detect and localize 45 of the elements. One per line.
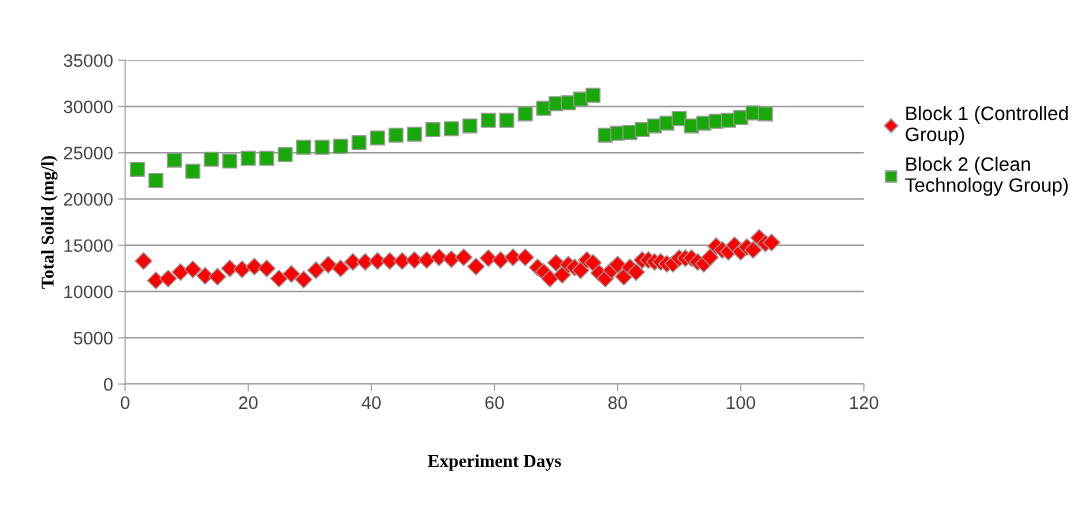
point (585, 87, 601, 103)
legend-label: Block 1 (Controlled Group) (905, 105, 1068, 146)
point (148, 172, 164, 188)
point (370, 130, 386, 146)
point (203, 151, 219, 167)
y-tick-label: 5000 (73, 331, 113, 345)
y-tick-label: 0 (103, 377, 113, 391)
point (517, 106, 533, 122)
point (388, 127, 404, 143)
point (314, 139, 330, 155)
point (222, 153, 238, 169)
point (333, 138, 349, 154)
point (406, 126, 422, 142)
x-tick-label: 60 (485, 396, 504, 410)
y-tick-label: 10000 (64, 285, 113, 299)
point (733, 110, 749, 126)
point (499, 112, 515, 128)
point (166, 152, 182, 168)
point (277, 147, 293, 163)
x-tick-label: 100 (727, 396, 756, 410)
y-tick-label: 15000 (64, 239, 113, 252)
point (351, 135, 367, 151)
point (425, 122, 441, 138)
y-tick-label: 20000 (64, 192, 113, 206)
point (259, 150, 275, 166)
x-tick-label: 0 (120, 396, 130, 410)
y-axis-title: Total Solid (mg/l) (41, 156, 58, 289)
point (480, 112, 496, 128)
point (185, 163, 201, 179)
y-tick-label: 25000 (64, 146, 113, 160)
x-tick-label: 120 (850, 396, 879, 410)
y-tick-label: 30000 (63, 100, 113, 114)
legend-label: Block 2 (Clean Technology Group) (905, 156, 1068, 196)
point (240, 150, 256, 166)
x-axis-title: Experiment Days (427, 454, 561, 471)
point (443, 121, 459, 137)
x-tick-label: 80 (608, 396, 627, 410)
y-tick-label: 35000 (63, 54, 113, 67)
point (462, 118, 478, 134)
x-tick-label: 40 (361, 396, 381, 410)
point (671, 111, 687, 127)
point (129, 161, 145, 177)
x-tick-label: 20 (239, 396, 258, 410)
point (757, 106, 773, 122)
point (296, 139, 312, 155)
